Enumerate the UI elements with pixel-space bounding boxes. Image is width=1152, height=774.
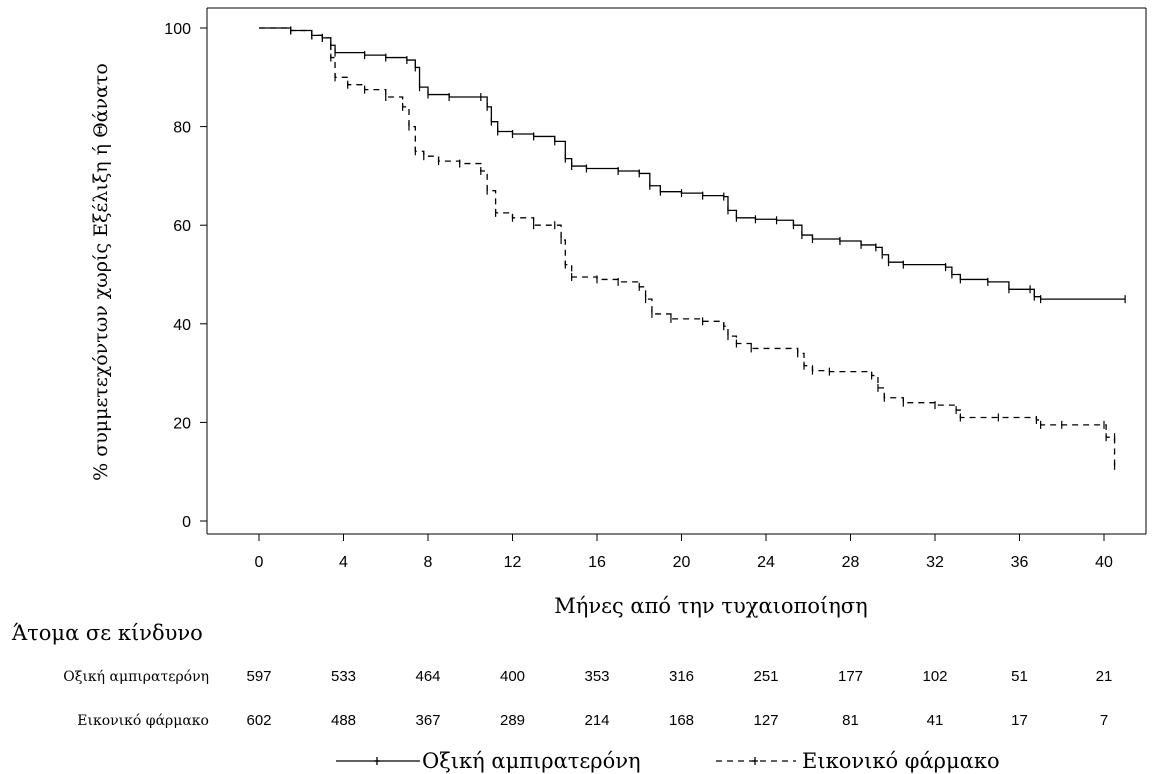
x-tick-label: 12 xyxy=(504,554,522,571)
at-risk-value: 602 xyxy=(246,712,271,729)
at-risk-value: 41 xyxy=(927,712,944,729)
legend-label-placebo: Εικονικό φάρμακο xyxy=(802,749,1000,773)
series-line-0 xyxy=(259,27,1126,300)
at-risk-value: 464 xyxy=(415,668,440,685)
at-risk-value: 488 xyxy=(331,712,356,729)
at-risk-value: 51 xyxy=(1011,668,1028,685)
at-risk-value: 102 xyxy=(922,668,947,685)
y-tick-label: 80 xyxy=(173,120,191,137)
at-risk-table: Άτομα σε κίνδυνο Οξική αμπιρατερόνη Εικο… xyxy=(11,621,1112,729)
x-tick-label: 24 xyxy=(757,554,775,571)
at-risk-value: 251 xyxy=(753,668,778,685)
legend-label-abiraterone: Οξική αμπιρατερόνη xyxy=(422,749,641,773)
at-risk-value: 289 xyxy=(500,712,525,729)
x-tick-label: 32 xyxy=(926,554,944,571)
x-tick-label: 4 xyxy=(339,554,348,571)
at-risk-title: Άτομα σε κίνδυνο xyxy=(11,621,203,645)
at-risk-value: 367 xyxy=(415,712,440,729)
legend-solid-marker xyxy=(374,757,380,765)
at-risk-value: 400 xyxy=(500,668,525,685)
y-tick-label: 60 xyxy=(173,218,191,235)
legend: Οξική αμπιρατερόνη Εικονικό φάρμακο xyxy=(336,749,1000,773)
legend-dashed-marker xyxy=(752,757,758,765)
x-tick-label: 40 xyxy=(1095,554,1113,571)
plot-area xyxy=(206,7,1147,535)
x-tick-label: 8 xyxy=(424,554,433,571)
x-tick-label: 28 xyxy=(842,554,860,571)
x-tick-label: 0 xyxy=(255,554,264,571)
x-tick-label: 36 xyxy=(1011,554,1029,571)
at-risk-row-label: Οξική αμπιρατερόνη xyxy=(63,669,209,685)
at-risk-value: 168 xyxy=(669,712,694,729)
at-risk-value: 17 xyxy=(1011,712,1028,729)
y-axis-ticks: 0 20 40 60 80 100 xyxy=(164,21,207,531)
at-risk-value: 177 xyxy=(838,668,863,685)
y-tick-label: 100 xyxy=(164,21,191,38)
at-risk-value: 127 xyxy=(753,712,778,729)
at-risk-value: 533 xyxy=(331,668,356,685)
at-risk-value: 21 xyxy=(1096,668,1113,685)
y-tick-label: 20 xyxy=(173,415,191,432)
at-risk-value: 353 xyxy=(584,668,609,685)
at-risk-value: 597 xyxy=(246,668,271,685)
at-risk-row-label: Εικονικό φάρμακο xyxy=(77,713,209,729)
at-risk-value: 7 xyxy=(1100,712,1108,729)
at-risk-value: 316 xyxy=(669,668,694,685)
x-axis-ticks: 0 4 8 12 16 20 24 28 32 36 40 xyxy=(255,534,1113,571)
y-tick-label: 0 xyxy=(182,514,191,531)
x-axis-title: Μήνες από την τυχαιοποίηση xyxy=(554,594,867,618)
y-axis-title: % συμμετεχόντων χωρίς Εξέλιξη ή Θάνατο xyxy=(90,63,112,481)
y-tick-label: 40 xyxy=(173,317,191,334)
series-line-1 xyxy=(259,27,1116,466)
at-risk-value: 214 xyxy=(584,712,609,729)
x-tick-label: 20 xyxy=(673,554,691,571)
series-layer xyxy=(259,26,1126,470)
x-tick-label: 16 xyxy=(588,554,606,571)
at-risk-value: 81 xyxy=(842,712,859,729)
